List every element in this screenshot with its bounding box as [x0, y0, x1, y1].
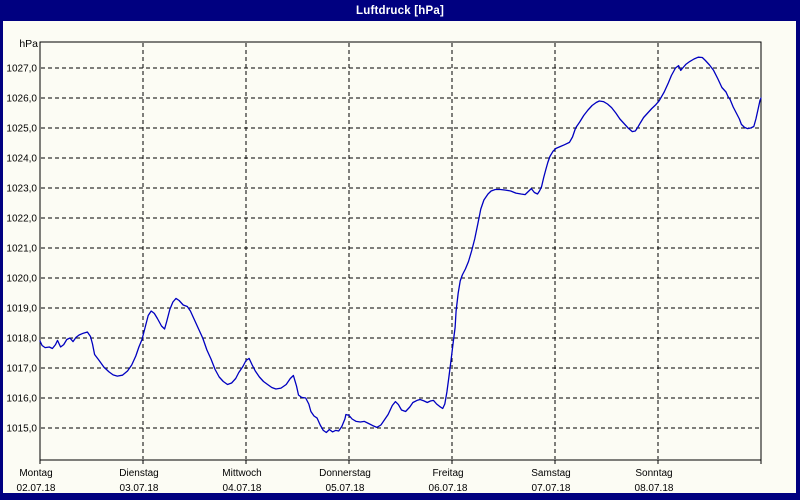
day-date-label: 06.07.18	[429, 483, 468, 493]
day-name-label: Dienstag	[119, 468, 158, 479]
y-tick-label: 1021,0	[6, 244, 37, 255]
chart-area: 1027,0 1026,0 1025,0 1024,0 1023,0 1022,0 1021…	[3, 21, 796, 493]
y-tick-labels: 1027,0 1026,0 1025,0 1024,0 1023,0 1022,0 1021…	[6, 64, 37, 435]
y-gridlines	[41, 67, 760, 429]
y-tick-label: 1017,0	[6, 364, 37, 375]
day-name-label: Freitag	[432, 468, 463, 479]
y-tick-label: 1016,0	[6, 394, 37, 405]
day-name-label: Donnerstag	[319, 468, 371, 479]
x-axis-ticks	[39, 460, 762, 464]
y-tick-label: 1023,0	[6, 184, 37, 195]
day-name-label: Mittwoch	[222, 468, 261, 479]
day-date-label: 05.07.18	[326, 483, 365, 493]
window-title: Luftdruck [hPa]	[356, 4, 444, 17]
y-tick-label: 1019,0	[6, 304, 37, 315]
y-tick-label: 1025,0	[6, 124, 37, 135]
day-date-label: 08.07.18	[635, 483, 674, 493]
y-tick-label: 1022,0	[6, 214, 37, 225]
y-tick-label: 1027,0	[6, 64, 37, 75]
y-tick-label: 1018,0	[6, 334, 37, 345]
y-tick-label: 1026,0	[6, 94, 37, 105]
day-date-label: 03.07.18	[120, 483, 159, 493]
plot-border	[39, 41, 762, 461]
day-date-label: 07.07.18	[532, 483, 571, 493]
day-name-label: Montag	[19, 468, 52, 479]
day-date-label: 02.07.18	[17, 483, 56, 493]
x-gridlines	[142, 43, 659, 459]
title-bar: Luftdruck [hPa]	[0, 0, 800, 21]
day-name-label: Sonntag	[635, 468, 672, 479]
y-tick-label: 1024,0	[6, 154, 37, 165]
day-date-label: 04.07.18	[223, 483, 262, 493]
y-axis-unit-label: hPa	[19, 38, 38, 50]
x-tick-labels: Montag 02.07.18 Dienstag 03.07.18 Mittwoch 04…	[17, 468, 674, 493]
day-name-label: Samstag	[531, 468, 570, 479]
pressure-chart: 1027,0 1026,0 1025,0 1024,0 1023,0 1022,0 1021…	[6, 38, 762, 493]
y-tick-label: 1015,0	[6, 424, 37, 435]
y-tick-label: 1020,0	[6, 274, 37, 285]
pressure-line	[39, 56, 762, 434]
